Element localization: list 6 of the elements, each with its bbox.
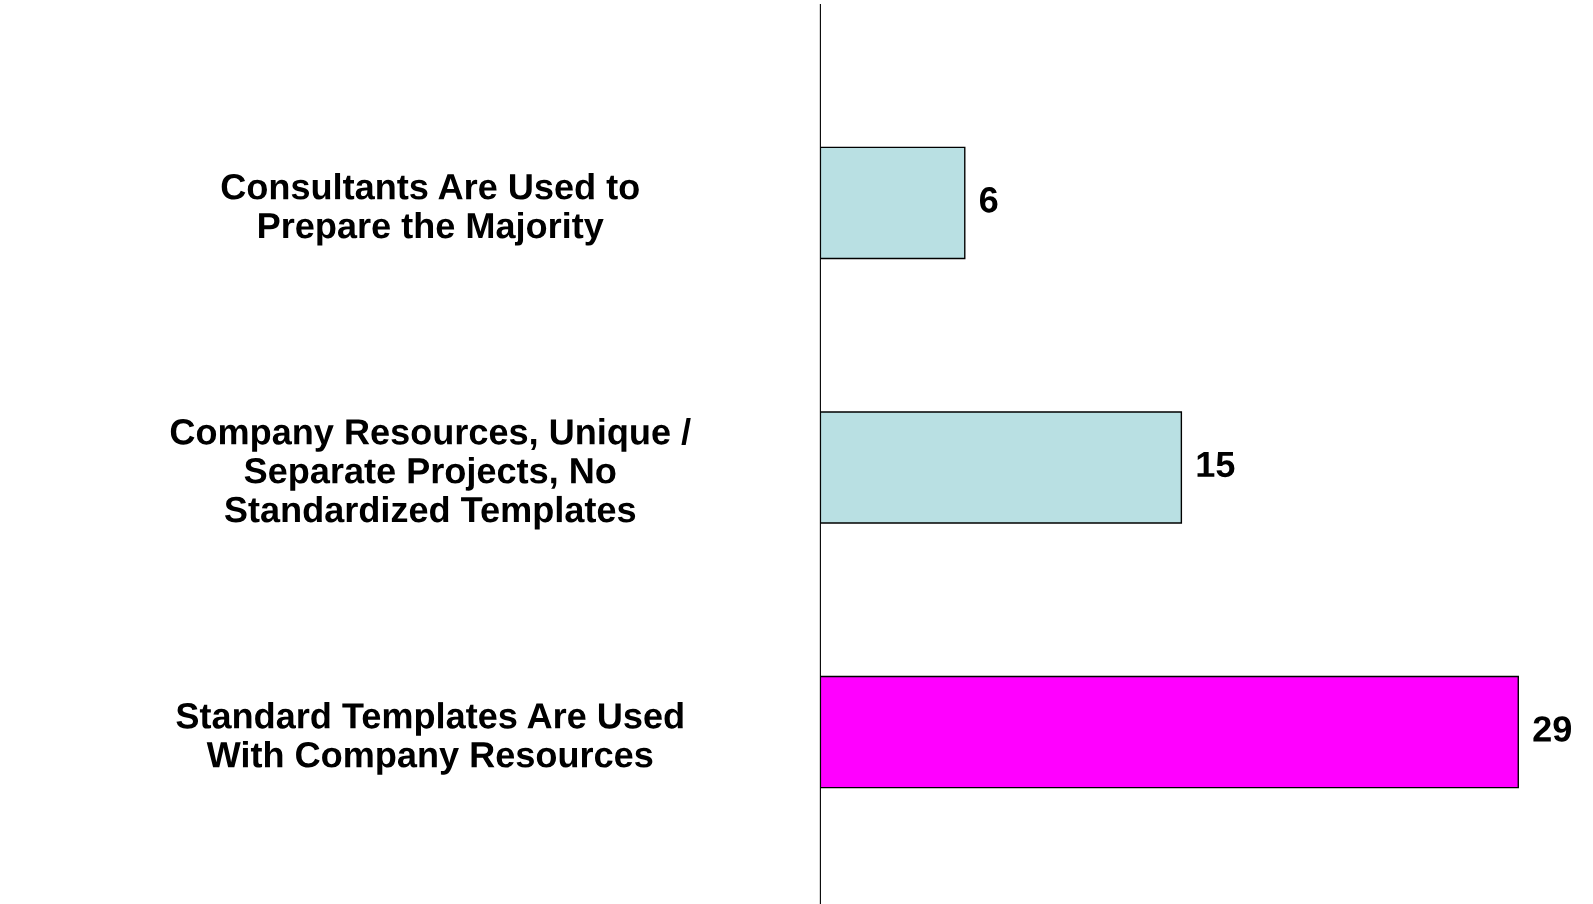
y-tick-label: Standard Templates Are Used With Company Resources — [176, 702, 683, 775]
data-label: 15 — [1197, 451, 1235, 478]
data-label: 6 — [979, 187, 998, 213]
y-tick-label: Consultants Are Used to Prepare the Majority — [221, 173, 639, 246]
data-label: 29 — [1533, 716, 1571, 742]
y-tick-label: Company Resources, Unique / Separate Projects, No Standardized Templates — [170, 418, 691, 530]
